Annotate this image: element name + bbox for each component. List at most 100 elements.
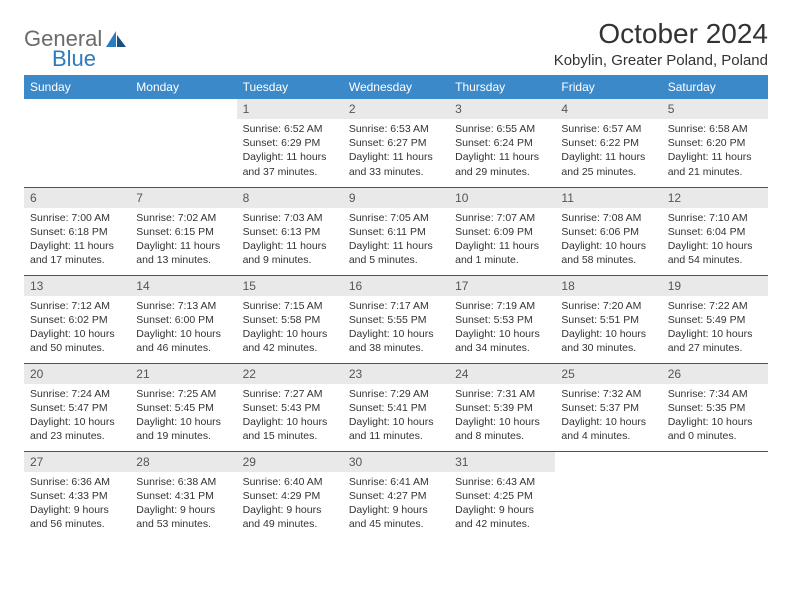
day-number: 16 bbox=[343, 276, 449, 296]
day-number: 2 bbox=[343, 99, 449, 119]
day-details: Sunrise: 7:08 AMSunset: 6:06 PMDaylight:… bbox=[555, 208, 661, 272]
day-number: 11 bbox=[555, 188, 661, 208]
day-detail-line: Sunrise: 7:22 AM bbox=[668, 299, 762, 313]
day-detail-line: Sunset: 6:27 PM bbox=[349, 136, 443, 150]
day-detail-line: Sunset: 5:39 PM bbox=[455, 401, 549, 415]
day-number: 10 bbox=[449, 188, 555, 208]
day-number: 31 bbox=[449, 452, 555, 472]
calendar-day-cell: 18Sunrise: 7:20 AMSunset: 5:51 PMDayligh… bbox=[555, 275, 661, 363]
weekday-header-row: Sunday Monday Tuesday Wednesday Thursday… bbox=[24, 75, 768, 99]
day-detail-line: Sunset: 5:47 PM bbox=[30, 401, 124, 415]
calendar-day-cell: 10Sunrise: 7:07 AMSunset: 6:09 PMDayligh… bbox=[449, 187, 555, 275]
day-detail-line: Daylight: 11 hours and 13 minutes. bbox=[136, 239, 230, 267]
day-details: Sunrise: 6:41 AMSunset: 4:27 PMDaylight:… bbox=[343, 472, 449, 536]
calendar-day-cell: 11Sunrise: 7:08 AMSunset: 6:06 PMDayligh… bbox=[555, 187, 661, 275]
day-detail-line: Sunset: 6:20 PM bbox=[668, 136, 762, 150]
day-detail-line: Sunset: 5:58 PM bbox=[243, 313, 337, 327]
calendar-day-cell: 14Sunrise: 7:13 AMSunset: 6:00 PMDayligh… bbox=[130, 275, 236, 363]
calendar-day-cell: 22Sunrise: 7:27 AMSunset: 5:43 PMDayligh… bbox=[237, 363, 343, 451]
day-details: Sunrise: 7:03 AMSunset: 6:13 PMDaylight:… bbox=[237, 208, 343, 272]
day-details: Sunrise: 7:27 AMSunset: 5:43 PMDaylight:… bbox=[237, 384, 343, 448]
day-detail-line: Sunrise: 7:29 AM bbox=[349, 387, 443, 401]
day-detail-line: Daylight: 10 hours and 34 minutes. bbox=[455, 327, 549, 355]
day-detail-line: Sunrise: 6:53 AM bbox=[349, 122, 443, 136]
day-number: 29 bbox=[237, 452, 343, 472]
day-detail-line: Sunrise: 7:31 AM bbox=[455, 387, 549, 401]
calendar-day-cell: 2Sunrise: 6:53 AMSunset: 6:27 PMDaylight… bbox=[343, 99, 449, 187]
day-detail-line: Sunrise: 7:12 AM bbox=[30, 299, 124, 313]
day-number: 12 bbox=[662, 188, 768, 208]
day-details: Sunrise: 6:52 AMSunset: 6:29 PMDaylight:… bbox=[237, 119, 343, 183]
day-detail-line: Sunrise: 6:55 AM bbox=[455, 122, 549, 136]
day-details: Sunrise: 6:58 AMSunset: 6:20 PMDaylight:… bbox=[662, 119, 768, 183]
day-details: Sunrise: 7:12 AMSunset: 6:02 PMDaylight:… bbox=[24, 296, 130, 360]
calendar-day-cell: 19Sunrise: 7:22 AMSunset: 5:49 PMDayligh… bbox=[662, 275, 768, 363]
day-detail-line: Daylight: 9 hours and 53 minutes. bbox=[136, 503, 230, 531]
day-details: Sunrise: 7:29 AMSunset: 5:41 PMDaylight:… bbox=[343, 384, 449, 448]
day-detail-line: Sunset: 5:35 PM bbox=[668, 401, 762, 415]
page-header: General Blue October 2024 Kobylin, Great… bbox=[24, 18, 768, 69]
day-details: Sunrise: 7:19 AMSunset: 5:53 PMDaylight:… bbox=[449, 296, 555, 360]
day-detail-line: Sunrise: 6:52 AM bbox=[243, 122, 337, 136]
day-detail-line: Sunrise: 7:24 AM bbox=[30, 387, 124, 401]
calendar-week-row: 13Sunrise: 7:12 AMSunset: 6:02 PMDayligh… bbox=[24, 275, 768, 363]
day-number: 22 bbox=[237, 364, 343, 384]
day-detail-line: Sunset: 6:15 PM bbox=[136, 225, 230, 239]
day-number: 25 bbox=[555, 364, 661, 384]
day-detail-line: Sunset: 4:31 PM bbox=[136, 489, 230, 503]
day-detail-line: Daylight: 10 hours and 23 minutes. bbox=[30, 415, 124, 443]
day-details: Sunrise: 6:53 AMSunset: 6:27 PMDaylight:… bbox=[343, 119, 449, 183]
calendar-day-cell: 26Sunrise: 7:34 AMSunset: 5:35 PMDayligh… bbox=[662, 363, 768, 451]
day-detail-line: Sunset: 5:41 PM bbox=[349, 401, 443, 415]
day-detail-line: Sunset: 5:51 PM bbox=[561, 313, 655, 327]
day-detail-line: Daylight: 10 hours and 4 minutes. bbox=[561, 415, 655, 443]
day-detail-line: Daylight: 10 hours and 42 minutes. bbox=[243, 327, 337, 355]
day-number: 4 bbox=[555, 99, 661, 119]
day-detail-line: Sunrise: 6:36 AM bbox=[30, 475, 124, 489]
weekday-header: Friday bbox=[555, 75, 661, 99]
day-detail-line: Sunrise: 7:17 AM bbox=[349, 299, 443, 313]
day-detail-line: Sunset: 5:37 PM bbox=[561, 401, 655, 415]
day-details: Sunrise: 6:38 AMSunset: 4:31 PMDaylight:… bbox=[130, 472, 236, 536]
day-number: 7 bbox=[130, 188, 236, 208]
day-detail-line: Sunrise: 7:34 AM bbox=[668, 387, 762, 401]
calendar-day-cell: 30Sunrise: 6:41 AMSunset: 4:27 PMDayligh… bbox=[343, 451, 449, 539]
calendar-day-cell: 24Sunrise: 7:31 AMSunset: 5:39 PMDayligh… bbox=[449, 363, 555, 451]
day-detail-line: Daylight: 10 hours and 0 minutes. bbox=[668, 415, 762, 443]
day-number: 6 bbox=[24, 188, 130, 208]
calendar-day-cell bbox=[555, 451, 661, 539]
day-details: Sunrise: 7:24 AMSunset: 5:47 PMDaylight:… bbox=[24, 384, 130, 448]
title-block: October 2024 Kobylin, Greater Poland, Po… bbox=[554, 18, 768, 69]
day-detail-line: Sunset: 6:06 PM bbox=[561, 225, 655, 239]
day-details: Sunrise: 7:31 AMSunset: 5:39 PMDaylight:… bbox=[449, 384, 555, 448]
day-details: Sunrise: 7:00 AMSunset: 6:18 PMDaylight:… bbox=[24, 208, 130, 272]
day-number: 19 bbox=[662, 276, 768, 296]
calendar-day-cell: 4Sunrise: 6:57 AMSunset: 6:22 PMDaylight… bbox=[555, 99, 661, 187]
day-details: Sunrise: 6:36 AMSunset: 4:33 PMDaylight:… bbox=[24, 472, 130, 536]
day-detail-line: Daylight: 11 hours and 29 minutes. bbox=[455, 150, 549, 178]
calendar-day-cell: 29Sunrise: 6:40 AMSunset: 4:29 PMDayligh… bbox=[237, 451, 343, 539]
day-detail-line: Sunrise: 7:19 AM bbox=[455, 299, 549, 313]
calendar-table: Sunday Monday Tuesday Wednesday Thursday… bbox=[24, 75, 768, 539]
weekday-header: Tuesday bbox=[237, 75, 343, 99]
day-detail-line: Sunrise: 7:13 AM bbox=[136, 299, 230, 313]
day-detail-line: Sunrise: 7:02 AM bbox=[136, 211, 230, 225]
weekday-header: Monday bbox=[130, 75, 236, 99]
calendar-day-cell: 23Sunrise: 7:29 AMSunset: 5:41 PMDayligh… bbox=[343, 363, 449, 451]
calendar-week-row: 6Sunrise: 7:00 AMSunset: 6:18 PMDaylight… bbox=[24, 187, 768, 275]
day-detail-line: Daylight: 10 hours and 50 minutes. bbox=[30, 327, 124, 355]
day-details: Sunrise: 6:43 AMSunset: 4:25 PMDaylight:… bbox=[449, 472, 555, 536]
day-detail-line: Sunrise: 7:08 AM bbox=[561, 211, 655, 225]
day-detail-line: Daylight: 10 hours and 8 minutes. bbox=[455, 415, 549, 443]
day-detail-line: Daylight: 11 hours and 1 minute. bbox=[455, 239, 549, 267]
day-details: Sunrise: 7:34 AMSunset: 5:35 PMDaylight:… bbox=[662, 384, 768, 448]
day-detail-line: Sunset: 6:09 PM bbox=[455, 225, 549, 239]
calendar-day-cell: 31Sunrise: 6:43 AMSunset: 4:25 PMDayligh… bbox=[449, 451, 555, 539]
day-detail-line: Daylight: 11 hours and 5 minutes. bbox=[349, 239, 443, 267]
calendar-body: 1Sunrise: 6:52 AMSunset: 6:29 PMDaylight… bbox=[24, 99, 768, 539]
day-detail-line: Daylight: 9 hours and 56 minutes. bbox=[30, 503, 124, 531]
day-detail-line: Sunset: 4:27 PM bbox=[349, 489, 443, 503]
calendar-week-row: 1Sunrise: 6:52 AMSunset: 6:29 PMDaylight… bbox=[24, 99, 768, 187]
day-detail-line: Sunset: 5:53 PM bbox=[455, 313, 549, 327]
calendar-day-cell: 25Sunrise: 7:32 AMSunset: 5:37 PMDayligh… bbox=[555, 363, 661, 451]
